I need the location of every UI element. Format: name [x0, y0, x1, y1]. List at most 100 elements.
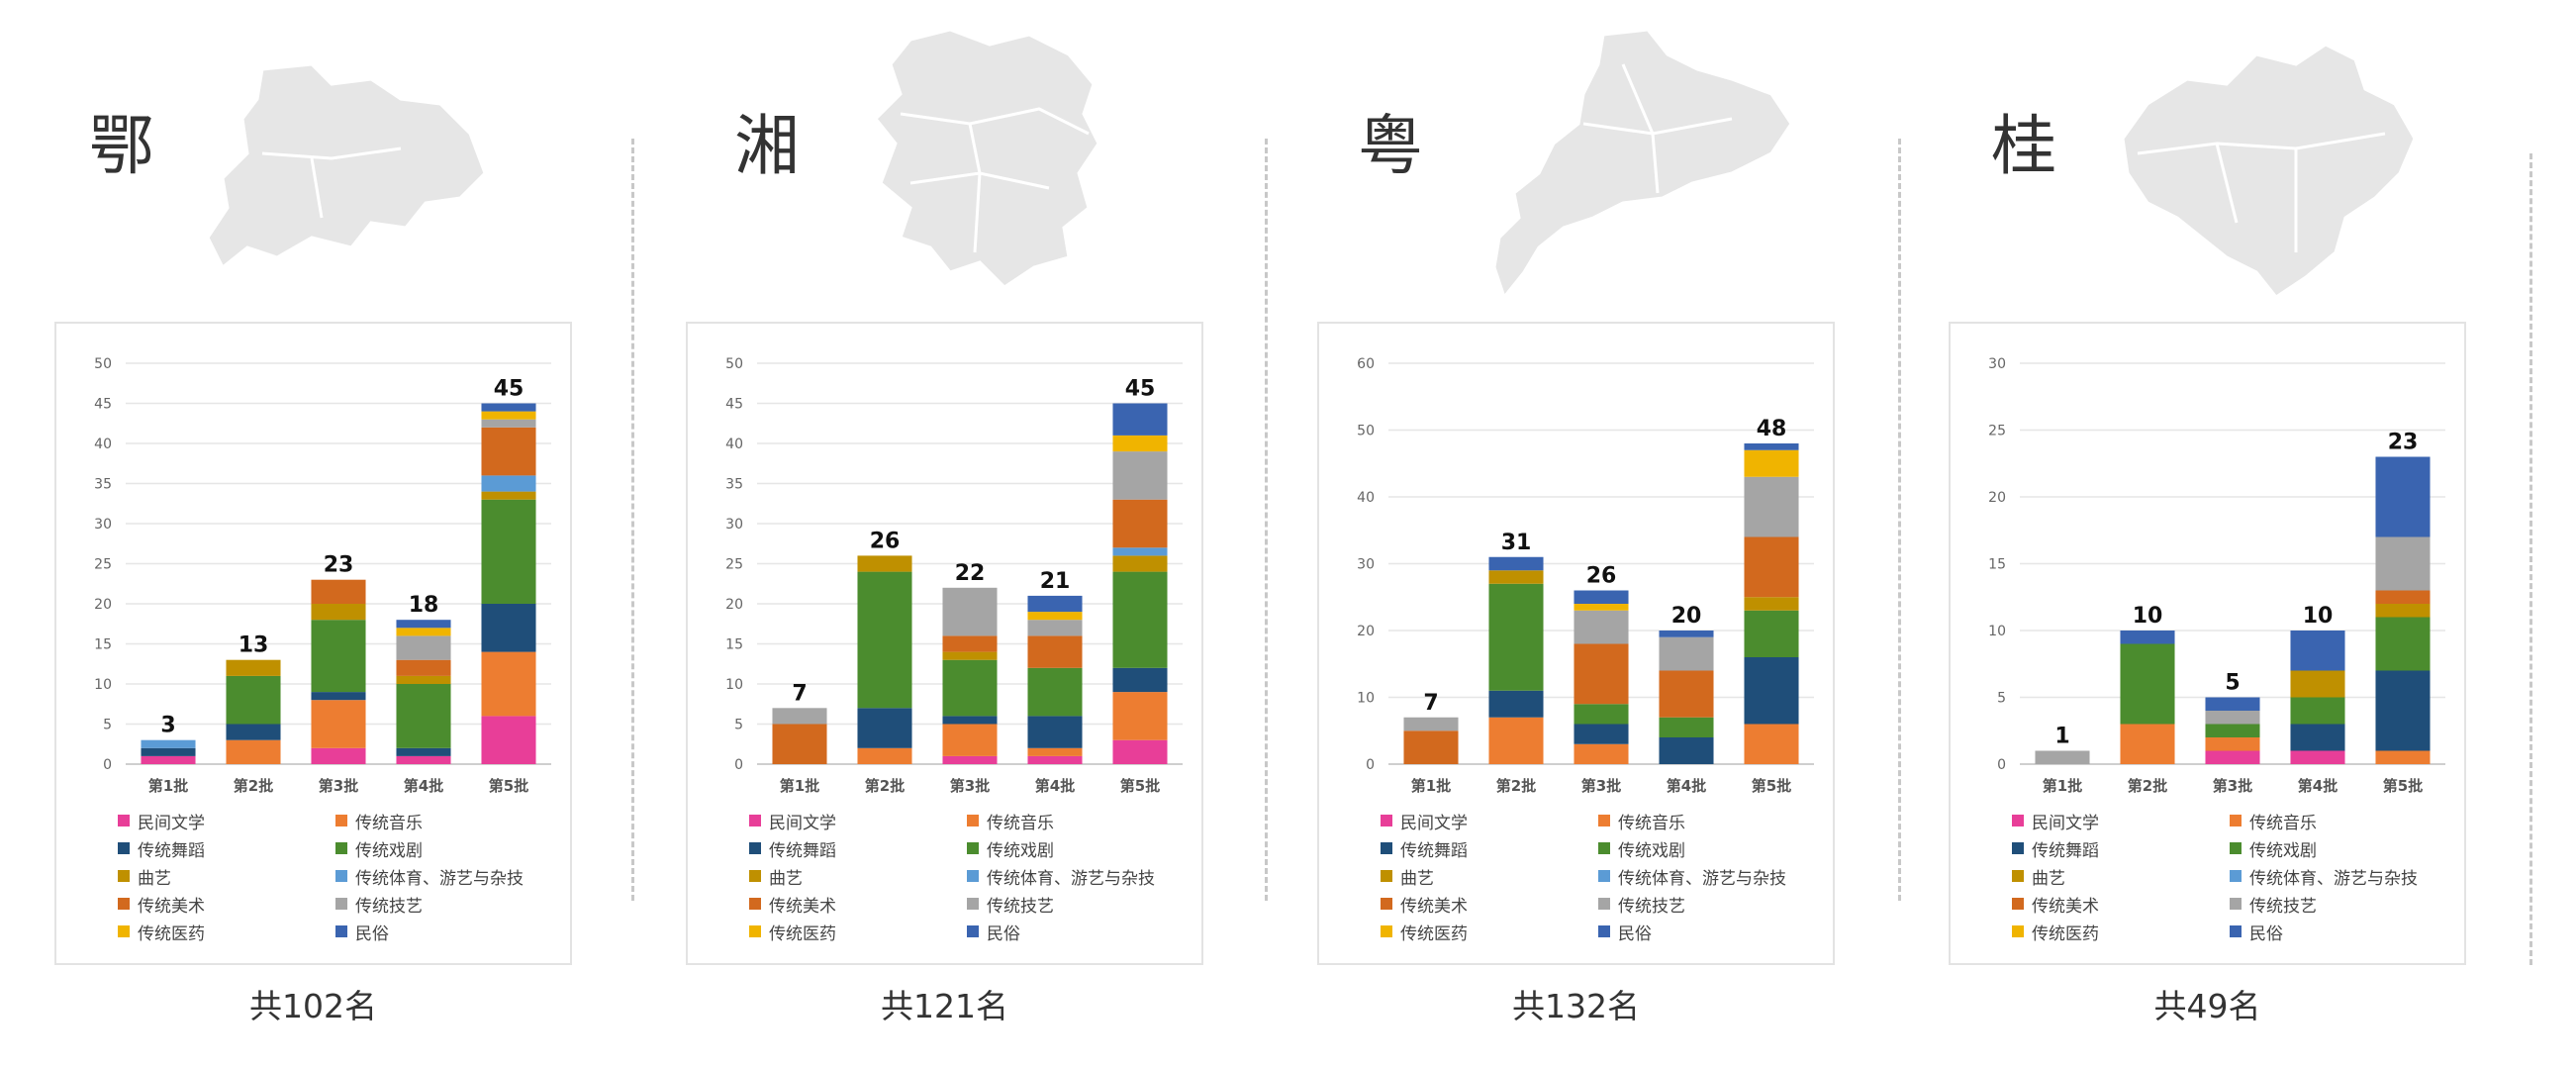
legend-swatch — [2012, 870, 2024, 882]
bar-segment — [1027, 612, 1083, 621]
bar-segment — [2290, 670, 2345, 698]
legend-label: 传统音乐 — [355, 813, 423, 833]
x-tick-label: 第2批 — [2128, 777, 2167, 795]
legend-swatch — [1598, 815, 1610, 826]
bar-segment — [1744, 657, 1799, 725]
province-title: 桂 — [1991, 108, 2056, 184]
bar-segment — [311, 747, 366, 764]
y-tick-label: 25 — [725, 557, 743, 573]
legend-item: 传统技艺 — [2230, 892, 2467, 917]
legend-label: 传统医药 — [1400, 923, 1468, 944]
bar-segment — [2205, 697, 2260, 711]
bar-segment — [1574, 724, 1629, 744]
bar-total-label: 21 — [1040, 569, 1071, 594]
bar-segment — [1744, 443, 1799, 450]
legend-swatch — [749, 898, 761, 910]
bar-segment — [1659, 737, 1714, 764]
legend-label: 传统美术 — [2032, 896, 2099, 917]
legend-label: 民间文学 — [138, 813, 205, 833]
stacked-bar-chart: 0 5 10 15 20 25 30 35 40 45 50 7 第1批 26 第2批 22 第3批 21 第4批 4… — [725, 356, 1183, 795]
legend-swatch — [967, 925, 979, 937]
bar-segment — [226, 724, 281, 740]
x-tick-label: 第1批 — [1411, 777, 1451, 795]
legend-item: 传统舞蹈 — [118, 836, 335, 861]
bar-segment — [1744, 610, 1799, 657]
chart-legend: 民间文学 传统音乐 传统舞蹈 传统戏剧 曲艺 传统体育、游艺与杂技 传统美术 传统技艺 传统医药… — [2012, 809, 2467, 944]
x-tick-label: 第1批 — [148, 777, 188, 795]
bar-segment — [311, 579, 366, 604]
legend-item: 传统医药 — [1381, 920, 1598, 944]
bar-segment — [311, 692, 366, 701]
legend-label: 传统美术 — [1400, 896, 1468, 917]
bar-segment — [2290, 697, 2345, 725]
legend-item: 传统音乐 — [967, 809, 1204, 833]
legend-label: 传统音乐 — [2249, 813, 2317, 833]
bar-segment — [942, 635, 998, 652]
bar-segment — [1112, 667, 1168, 693]
bar-segment — [942, 716, 998, 725]
legend-item: 传统音乐 — [2230, 809, 2467, 833]
legend-swatch — [749, 815, 761, 826]
bar-segment — [1112, 403, 1168, 436]
bar-segment — [2205, 711, 2260, 725]
bar-segment — [1574, 704, 1629, 725]
bar-segment — [1112, 555, 1168, 572]
legend-swatch — [335, 870, 347, 882]
bar-segment — [1027, 595, 1083, 613]
legend-label: 传统技艺 — [2249, 896, 2317, 917]
y-tick-label: 5 — [734, 718, 743, 733]
legend-swatch — [118, 842, 130, 854]
bar-segment — [396, 675, 451, 684]
bar-segment — [942, 651, 998, 660]
legend-item: 传统音乐 — [1598, 809, 1836, 833]
legend-label: 传统体育、游艺与杂技 — [1618, 868, 1786, 889]
legend-swatch — [2012, 842, 2024, 854]
bar-segment — [396, 684, 451, 748]
y-tick-label: 20 — [725, 597, 743, 613]
bar-segment — [2375, 456, 2431, 537]
bar-segment — [1659, 670, 1714, 718]
legend-label: 民间文学 — [2032, 813, 2099, 833]
y-tick-label: 35 — [94, 477, 112, 493]
legend-item: 民间文学 — [749, 809, 967, 833]
legend-label: 民俗 — [355, 923, 389, 944]
legend-item: 传统体育、游艺与杂技 — [335, 864, 573, 889]
x-tick-label: 第4批 — [1035, 777, 1075, 795]
x-tick-label: 第2批 — [1496, 777, 1536, 795]
legend-item: 传统舞蹈 — [2012, 836, 2230, 861]
bar-segment — [857, 747, 912, 764]
bar-segment — [2375, 670, 2431, 751]
bar-segment — [1112, 451, 1168, 500]
legend-label: 民间文学 — [1400, 813, 1468, 833]
bar-segment — [1112, 739, 1168, 764]
bar-segment — [226, 739, 281, 764]
bar-segment — [1659, 631, 1714, 637]
legend-item: 传统戏剧 — [335, 836, 573, 861]
legend-swatch — [2230, 815, 2242, 826]
bar-segment — [481, 427, 536, 476]
bar-segment — [141, 739, 196, 748]
y-tick-label: 45 — [725, 397, 743, 413]
legend-swatch — [1598, 870, 1610, 882]
y-tick-label: 25 — [1988, 424, 2006, 439]
bar-segment — [481, 475, 536, 492]
legend-swatch — [1381, 870, 1392, 882]
bar-segment — [311, 604, 366, 621]
bar-segment — [1112, 435, 1168, 452]
bar-total-label: 22 — [955, 561, 986, 586]
x-tick-label: 第3批 — [1581, 777, 1621, 795]
bar-segment — [1112, 571, 1168, 668]
province-title: 鄂 — [89, 108, 154, 184]
x-tick-label: 第4批 — [404, 777, 443, 795]
legend-label: 传统舞蹈 — [769, 840, 836, 861]
bar-segment — [772, 724, 827, 764]
bar-segment — [857, 571, 912, 709]
y-tick-label: 15 — [1988, 557, 2006, 573]
y-tick-label: 50 — [725, 356, 743, 372]
y-tick-label: 60 — [1357, 356, 1375, 372]
hunan-map-icon — [873, 28, 1100, 289]
x-tick-label: 第5批 — [2383, 777, 2423, 795]
bar-segment — [481, 403, 536, 412]
bar-total-label: 1 — [2054, 725, 2069, 749]
legend-swatch — [118, 870, 130, 882]
